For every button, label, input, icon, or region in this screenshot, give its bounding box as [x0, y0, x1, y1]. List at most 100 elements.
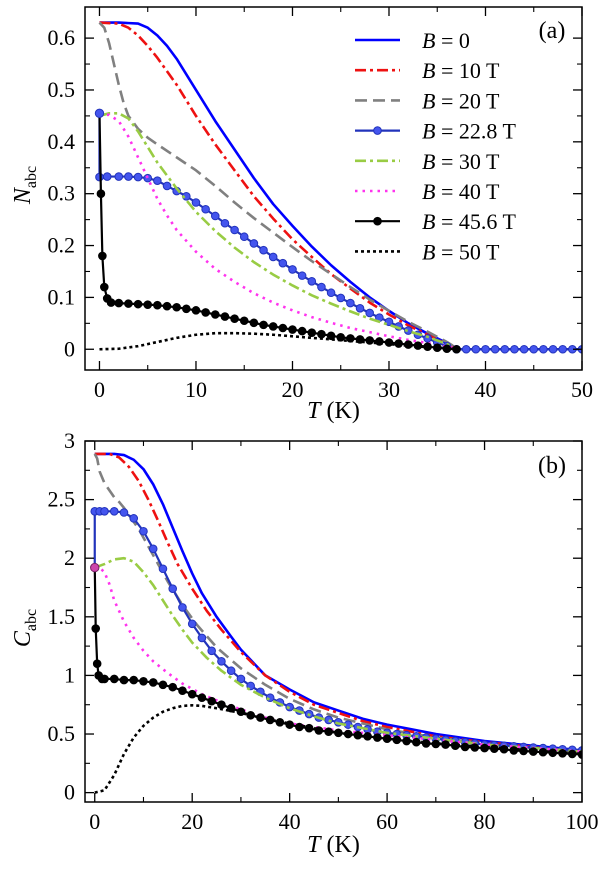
series-line-1: [99, 21, 582, 351]
series-marker: [558, 344, 568, 354]
series-marker: [217, 700, 226, 710]
series-line-4: [98, 113, 582, 351]
series-marker: [158, 564, 168, 574]
series-line-8: [99, 331, 462, 351]
legend-label: B = 22.8 T: [422, 119, 516, 144]
y-tick-label: 0: [64, 780, 75, 805]
series-marker: [268, 322, 278, 331]
series-marker: [201, 308, 210, 317]
series-line-4: [93, 510, 582, 752]
series-marker: [148, 544, 158, 554]
series-marker: [510, 344, 519, 354]
series-marker: [230, 314, 239, 323]
y-axis-label: Nabc: [10, 166, 40, 205]
y-tick-label: 0: [64, 336, 75, 361]
series-marker: [326, 288, 336, 298]
series-marker: [197, 693, 207, 702]
series-marker: [220, 312, 230, 321]
series-line-2: [94, 452, 582, 753]
y-tick-label: 2: [64, 545, 75, 570]
y-tick-label: 0.3: [48, 181, 76, 206]
series-marker: [162, 181, 172, 191]
series-marker: [182, 304, 191, 314]
series-marker: [191, 306, 201, 315]
legend-label: B = 40 T: [422, 179, 500, 204]
y-tick-label: 0.5: [48, 721, 76, 746]
series-marker: [249, 318, 259, 328]
legend-marker: [373, 126, 382, 135]
series-marker: [100, 674, 109, 684]
x-tick-label: 40: [279, 809, 301, 834]
series-line-3: [98, 21, 460, 351]
start-marker: [94, 108, 105, 119]
series-marker: [124, 299, 133, 308]
series-marker: [100, 507, 109, 516]
x-tick-label: 10: [185, 377, 207, 402]
series-marker: [92, 659, 102, 668]
series-marker: [102, 172, 112, 181]
series-marker: [490, 344, 500, 354]
series-marker: [100, 282, 109, 292]
series-marker: [307, 277, 317, 286]
series-marker: [239, 316, 249, 326]
series-marker: [106, 298, 116, 307]
series-marker: [119, 675, 129, 685]
legend-label: B = 30 T: [422, 149, 500, 174]
series-marker: [423, 334, 432, 343]
series-marker: [207, 696, 216, 706]
series-marker: [324, 715, 333, 725]
series-marker: [259, 320, 268, 330]
series-marker: [201, 204, 210, 214]
series-marker: [226, 666, 236, 676]
series-marker: [114, 172, 124, 181]
series-marker: [471, 344, 481, 354]
series-marker: [259, 245, 268, 255]
series-marker: [539, 344, 548, 354]
y-tick-label: 1.5: [48, 604, 76, 629]
series-marker: [384, 317, 394, 327]
series-marker: [98, 251, 107, 261]
x-tick-label: 80: [474, 809, 496, 834]
y-axis-label: Cabc: [10, 609, 40, 647]
legend-label: B = 0: [422, 28, 470, 53]
series-marker: [355, 303, 365, 313]
series-marker: [297, 271, 307, 280]
x-tick-label: 0: [89, 809, 100, 834]
series-marker: [220, 218, 230, 228]
series-marker: [326, 331, 336, 341]
legend-label: B = 50 T: [422, 239, 500, 264]
series-marker: [217, 657, 226, 666]
series-marker: [178, 603, 187, 612]
series-marker: [168, 584, 178, 593]
legend: B = 0 B = 10 T B = 20 T B = 22.8 T B = 30 T B…: [355, 28, 516, 264]
series-marker: [230, 225, 239, 235]
series-marker: [346, 298, 355, 308]
x-axis-label: T (K): [307, 398, 360, 424]
series-marker: [168, 682, 178, 692]
y-tick-label: 0.5: [48, 77, 76, 102]
series-marker: [529, 344, 539, 354]
panel-tag: (b): [538, 453, 566, 479]
series-marker: [548, 344, 558, 354]
series-marker: [278, 258, 288, 268]
series-marker: [207, 646, 216, 656]
series-marker: [336, 293, 346, 303]
series-marker: [268, 252, 278, 262]
series-marker: [139, 526, 148, 536]
series-marker: [109, 507, 119, 516]
start-marker: [90, 562, 100, 573]
panel-tag: (a): [539, 18, 566, 44]
y-tick-label: 3: [64, 428, 75, 453]
legend-label: B = 45.6 T: [422, 209, 516, 234]
plot-frame: [84, 6, 583, 371]
series-marker: [114, 298, 124, 308]
series-marker: [210, 310, 220, 319]
series-marker: [278, 323, 288, 333]
series-line-7: [98, 113, 457, 351]
y-tick-label: 0.1: [48, 284, 76, 309]
series-marker: [129, 675, 139, 685]
series-marker: [91, 624, 101, 633]
y-tick-label: 0.2: [48, 233, 76, 258]
x-tick-label: 20: [181, 809, 203, 834]
